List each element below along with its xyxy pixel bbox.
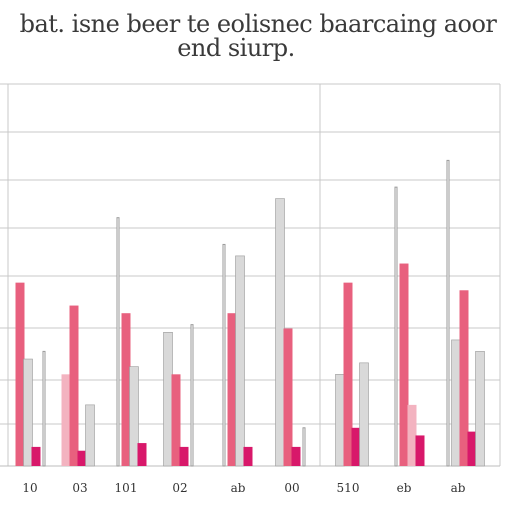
x-tick-label: ab xyxy=(231,481,246,495)
bar-1-2 xyxy=(77,450,87,466)
bar-6-1 xyxy=(343,282,353,466)
x-tick-label: eb xyxy=(397,481,412,495)
bar-4-0 xyxy=(222,243,226,467)
x-tick-label: 510 xyxy=(337,481,360,495)
bar-3-0 xyxy=(163,331,173,467)
bar-7-3 xyxy=(415,435,425,466)
chart-title-line-1: bat. isne beer te eolisnec baarcaing aoo… xyxy=(20,10,498,38)
bar-8-0 xyxy=(446,159,450,467)
bar-1-0 xyxy=(61,374,71,466)
bar-5-0 xyxy=(275,198,285,467)
x-tick-label: 00 xyxy=(284,481,299,495)
bar-6-0 xyxy=(335,374,345,467)
x-tick-label: 03 xyxy=(72,481,87,495)
bar-5-1 xyxy=(283,328,293,466)
bar-6-2 xyxy=(351,427,361,466)
x-tick-label: 101 xyxy=(115,481,138,495)
x-tick-label: 10 xyxy=(22,481,37,495)
x-tick-label: ab xyxy=(451,481,466,495)
x-tick-label: 02 xyxy=(172,481,187,495)
bar-marks xyxy=(15,159,485,467)
bar-0-3 xyxy=(42,350,46,467)
bar-2-3 xyxy=(137,443,147,466)
bar-4-1 xyxy=(227,313,237,466)
bar-1-1 xyxy=(69,305,79,466)
bar-5-2 xyxy=(291,446,301,466)
chart-title-line-2: end siurp. xyxy=(177,34,295,62)
bar-7-0 xyxy=(394,186,398,467)
bar-8-2 xyxy=(459,290,469,466)
chart-title: bat. isne beer te eolisnec baarcaing aoo… xyxy=(20,10,498,62)
bar-3-2 xyxy=(179,446,189,466)
bar-4-3 xyxy=(243,446,253,466)
bar-7-2 xyxy=(407,404,417,466)
bar-6-3 xyxy=(359,362,369,467)
bar-3-1 xyxy=(171,374,181,466)
bar-2-1 xyxy=(121,313,131,466)
bar-0-2 xyxy=(31,446,41,466)
bar-4-2 xyxy=(235,255,245,467)
bar-2-2 xyxy=(129,366,139,467)
x-tick-labels: 10 03 101 02 ab 00 510 eb ab xyxy=(22,481,465,495)
gridlines xyxy=(0,83,501,467)
bar-0-0 xyxy=(15,282,25,466)
bar-1-3 xyxy=(85,404,95,467)
bar-2-0 xyxy=(116,217,120,467)
bar-7-1 xyxy=(399,263,409,466)
bar-8-4 xyxy=(475,351,485,467)
bar-8-3 xyxy=(467,431,477,466)
bar-0-1 xyxy=(23,358,33,467)
bar-8-1 xyxy=(451,339,461,467)
bar-5-3 xyxy=(302,427,306,467)
bar-3-3 xyxy=(190,324,194,467)
